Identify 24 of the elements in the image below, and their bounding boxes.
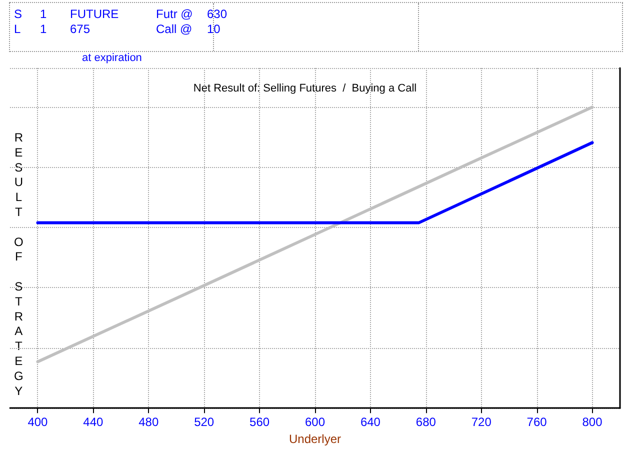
chart-subtitle: at expiration <box>82 52 142 64</box>
x-tick-label: 400 <box>28 415 48 430</box>
x-tick-label: 600 <box>304 415 326 430</box>
text: Call @ <box>156 22 192 36</box>
text: 10 <box>207 22 220 36</box>
text: 1 <box>40 7 47 21</box>
x-tick-label: 720 <box>471 415 492 430</box>
x-tick-label: 760 <box>526 415 548 430</box>
text: FUTURE <box>70 7 119 21</box>
text: 630 <box>207 7 228 21</box>
x-tick-label: 680 <box>416 415 436 430</box>
x-tick-label: 640 <box>360 415 381 430</box>
chart-title: Net Result of: Selling Futures / Buying a Call <box>193 82 417 94</box>
x-tick-label: 800 <box>582 415 603 430</box>
text: 675 <box>70 22 90 36</box>
x-tick-label: 520 <box>194 415 214 430</box>
x-tick-label: 560 <box>250 415 270 430</box>
x-tick-label: 480 <box>138 415 159 430</box>
x-tick-label: 440 <box>83 415 104 430</box>
x-axis-title: Underlyer <box>288 432 342 446</box>
text: S <box>14 7 22 21</box>
text: L <box>14 22 21 36</box>
text: Futr @ <box>156 7 193 21</box>
text: 1 <box>40 22 47 36</box>
